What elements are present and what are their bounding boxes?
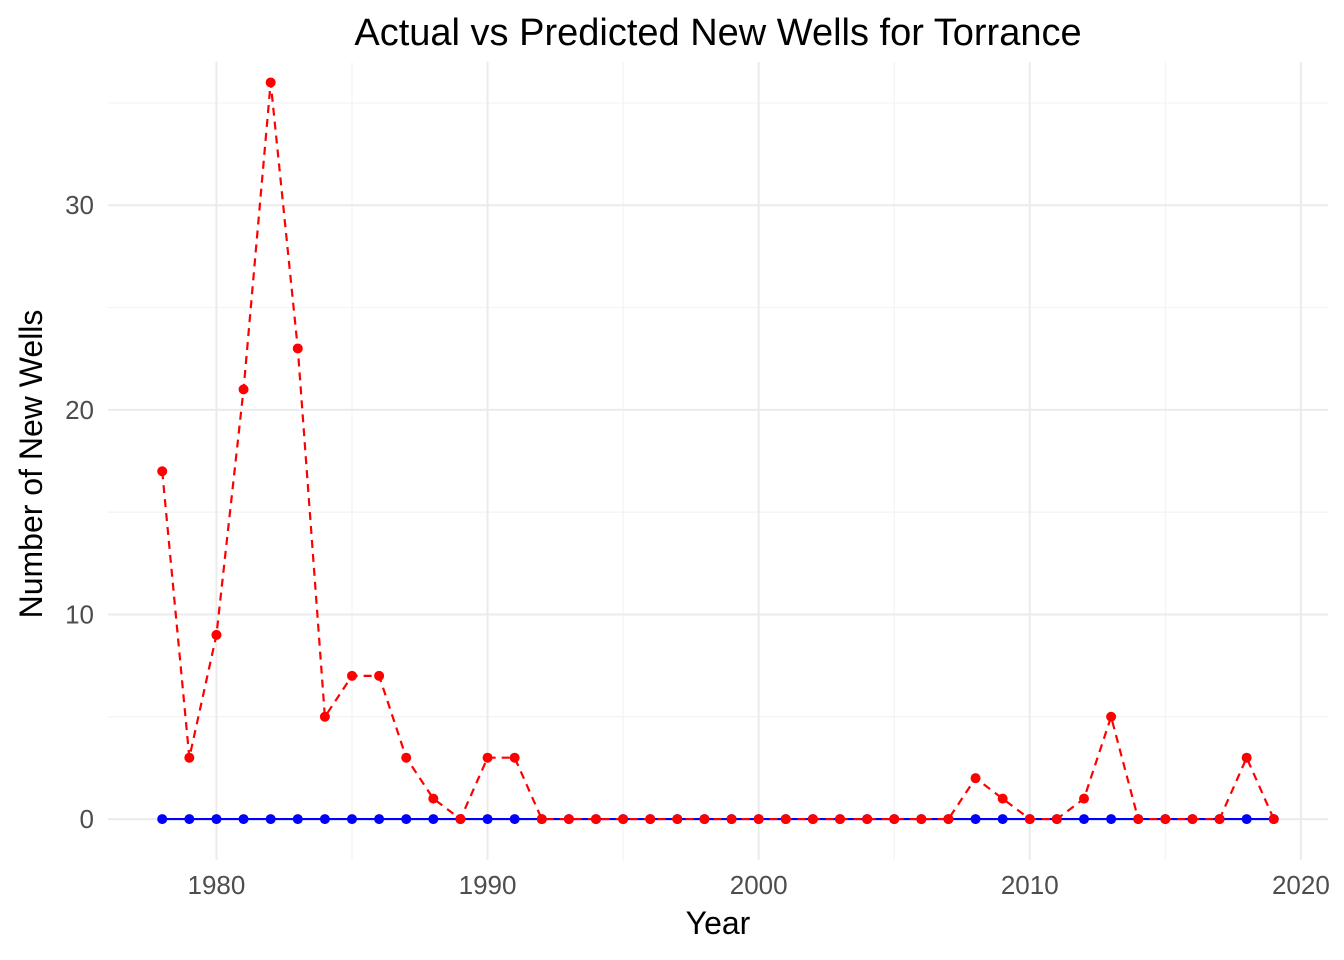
series-1-point [347,814,357,825]
series-1-point [157,814,168,825]
series-2-point [862,814,873,825]
series-2-point [238,384,249,395]
series-1-point [211,814,222,825]
series-1-point [184,814,195,825]
series-1-point [428,814,439,825]
series-2-point [1214,814,1225,825]
tick-labels: 1980 1990 2000 2010 2020 0 10 20 30 [65,190,1330,900]
series-2-line [161,82,1275,821]
series-2-point [211,629,222,640]
x-axis-title: Year [686,905,751,941]
series-2-point [943,814,954,825]
chart-title: Actual vs Predicted New Wells for Torran… [354,12,1081,54]
series-1-point [1106,814,1117,825]
series-2-point [1268,814,1279,825]
series-2-point [455,814,466,825]
series-2-point [374,670,385,681]
series-2-point [645,814,656,825]
series-1-point [374,814,385,825]
series-1-point [970,814,981,825]
series-2-point [970,773,981,784]
series-2-point [1160,814,1171,825]
series-2-point [347,670,357,681]
grid [108,62,1328,860]
series-1-point [1079,814,1089,825]
y-tick-label: 10 [65,599,94,629]
series-2-point [292,343,303,354]
series-2-point [428,793,439,804]
series-2-point [591,814,601,825]
series-1-point [509,814,520,825]
x-tick-label: 2010 [1001,870,1059,900]
series-2-point [1024,814,1035,825]
series-2-point [401,752,412,763]
series-2-point [563,814,574,825]
series-2-point [997,793,1008,804]
series-2-point [184,752,195,763]
series-2 [157,77,1279,825]
series-2-point [780,814,791,825]
x-tick-label: 1990 [459,870,517,900]
series-2-point [807,814,818,825]
series-2-point [482,752,493,763]
series-1-point [265,814,276,825]
series-2-point [618,814,629,825]
series-2-point [916,814,927,825]
series-2-point [157,466,168,477]
series-2-point [1241,752,1252,763]
y-tick-label: 0 [80,804,94,834]
series-2-point [889,814,900,825]
series-2-point [1079,793,1089,804]
series-2-point [265,77,276,88]
series-2-point [1051,814,1062,825]
series-2-point [509,752,520,763]
series-2-point [536,814,547,825]
y-tick-label: 30 [65,190,94,220]
x-tick-label: 2020 [1272,870,1330,900]
series-2-point [699,814,710,825]
series-1-point [292,814,303,825]
series-1-point [997,814,1008,825]
series-1-point [401,814,412,825]
series-1-point [238,814,249,825]
series-2-point [835,814,845,825]
series-2-point [672,814,683,825]
series-2-point [726,814,737,825]
series-1-point [319,814,330,825]
y-axis-title: Number of New Wells [13,310,49,619]
series-2-point [1133,814,1144,825]
series-2-point [1187,814,1198,825]
series-1-point [1241,814,1252,825]
y-tick-label: 20 [65,395,94,425]
series-2-point [1106,711,1117,722]
series-2-point [753,814,764,825]
x-tick-label: 1980 [188,870,246,900]
x-tick-label: 2000 [730,870,788,900]
series-2-point [319,711,330,722]
series-layer [157,77,1279,825]
series-1-point [482,814,493,825]
